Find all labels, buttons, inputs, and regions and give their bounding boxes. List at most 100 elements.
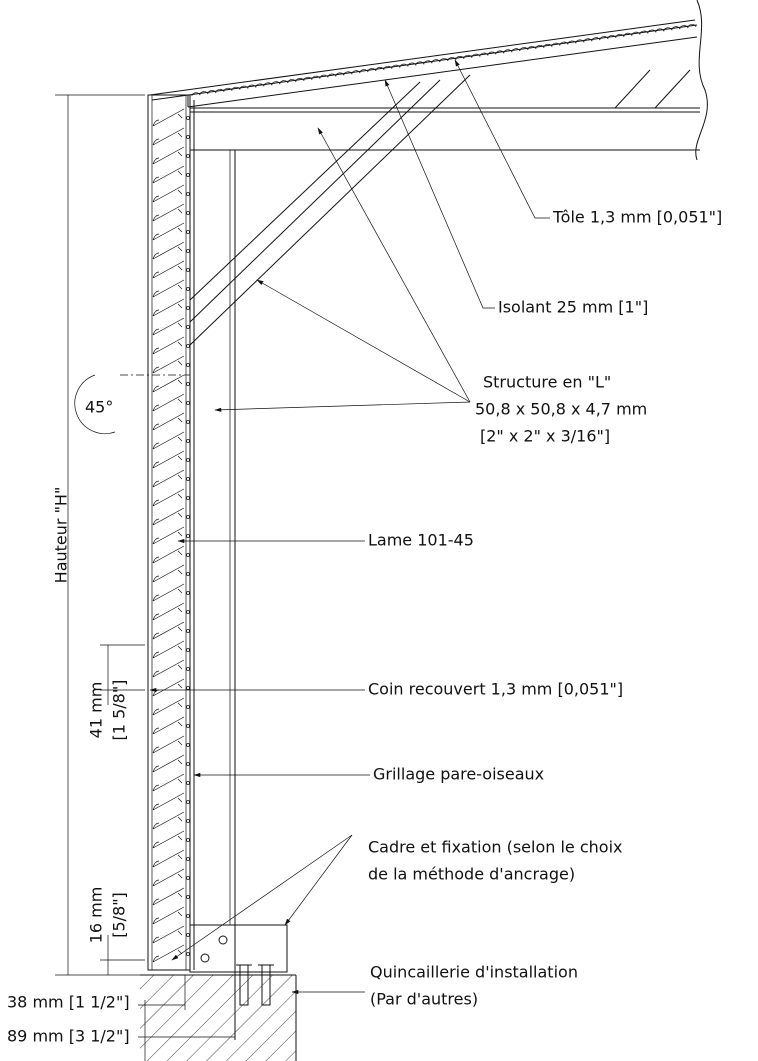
detail: [152, 431, 185, 450]
detail: [186, 173, 190, 177]
detail: [152, 773, 185, 792]
label: Grillage pare-oiseaux: [373, 765, 544, 784]
detail: [186, 401, 190, 405]
detail: [186, 648, 190, 652]
detail: [152, 754, 185, 773]
detail: [186, 629, 190, 633]
dimension: 16 mm: [87, 887, 106, 944]
detail: [186, 420, 190, 424]
detail: [186, 572, 190, 576]
detail: [186, 762, 190, 766]
detail: [152, 450, 185, 469]
detail: [186, 363, 190, 367]
detail: [186, 895, 190, 899]
dimension: 38 mm [1 1/2"]: [7, 993, 130, 1012]
label: 50,8 x 50,8 x 4,7 mm: [475, 400, 647, 419]
detail: [152, 507, 185, 526]
dimension: [5/8"]: [110, 892, 129, 938]
detail: [186, 876, 190, 880]
detail: [152, 811, 185, 830]
detail: [186, 211, 190, 215]
detail: [152, 526, 185, 545]
detail: [152, 602, 185, 621]
detail: [186, 249, 190, 253]
detail: [152, 887, 185, 906]
detail: [186, 724, 190, 728]
detail: [186, 838, 190, 842]
detail: [152, 241, 185, 260]
detail: [152, 108, 185, 127]
label: Quincaillerie d'installation: [370, 963, 578, 982]
detail: [152, 849, 185, 868]
detail: [186, 952, 190, 956]
detail: [186, 933, 190, 937]
detail: [186, 534, 190, 538]
detail: [152, 545, 185, 564]
detail: [152, 165, 185, 184]
detail: [152, 355, 185, 374]
detail: [186, 857, 190, 861]
label: Isolant 25 mm [1"]: [498, 298, 648, 317]
detail: [152, 317, 185, 336]
leaders: [55, 59, 550, 1061]
detail: [186, 325, 190, 329]
detail: [152, 374, 185, 393]
detail: [186, 781, 190, 785]
detail: [152, 203, 185, 222]
label: de la méthode d'ancrage): [368, 865, 575, 884]
label: (Par d'autres): [370, 990, 478, 1009]
dimension: 45°: [85, 398, 113, 417]
detail: [152, 640, 185, 659]
detail: [152, 697, 185, 716]
detail: [186, 686, 190, 690]
detail: [152, 735, 185, 754]
detail: [186, 192, 190, 196]
detail: [152, 260, 185, 279]
detail: [152, 336, 185, 355]
detail: [152, 583, 185, 602]
dimension: 89 mm [3 1/2"]: [7, 1027, 130, 1046]
detail: [152, 792, 185, 811]
dimension: [1 5/8"]: [110, 680, 129, 741]
detail: [152, 127, 185, 146]
structure-drawing: [140, 0, 708, 1061]
detail: [186, 819, 190, 823]
detail: [186, 705, 190, 709]
detail: [186, 458, 190, 462]
detail: [186, 135, 190, 139]
detail: [186, 591, 190, 595]
detail: [152, 184, 185, 203]
detail: [152, 621, 185, 640]
detail: [152, 868, 185, 887]
detail: [152, 678, 185, 697]
detail: [186, 515, 190, 519]
detail: [186, 287, 190, 291]
detail: [152, 222, 185, 241]
detail: [152, 925, 185, 944]
detail: [152, 564, 185, 583]
detail: [186, 800, 190, 804]
dimension: Hauteur "H": [52, 487, 71, 584]
dimension: 41 mm: [87, 682, 106, 739]
detail: [152, 830, 185, 849]
detail: [152, 906, 185, 925]
detail: [186, 496, 190, 500]
label: Lame 101-45: [368, 531, 474, 550]
detail: [152, 279, 185, 298]
detail: [186, 382, 190, 386]
texts: Tôle 1,3 mm [0,051"] Isolant 25 mm [1"] …: [7, 208, 722, 1046]
label: Tôle 1,3 mm [0,051"]: [552, 208, 722, 227]
detail: [186, 667, 190, 671]
label: Cadre et fixation (selon le choix: [368, 838, 622, 857]
label: [2" x 2" x 3/16"]: [480, 427, 610, 446]
detail: [152, 146, 185, 165]
detail: [152, 944, 185, 963]
detail: [152, 659, 185, 678]
detail: [186, 914, 190, 918]
detail: [186, 743, 190, 747]
label: Structure en "L": [483, 373, 611, 392]
detail: [186, 439, 190, 443]
detail: [186, 306, 190, 310]
label: Coin recouvert 1,3 mm [0,051"]: [368, 680, 623, 699]
